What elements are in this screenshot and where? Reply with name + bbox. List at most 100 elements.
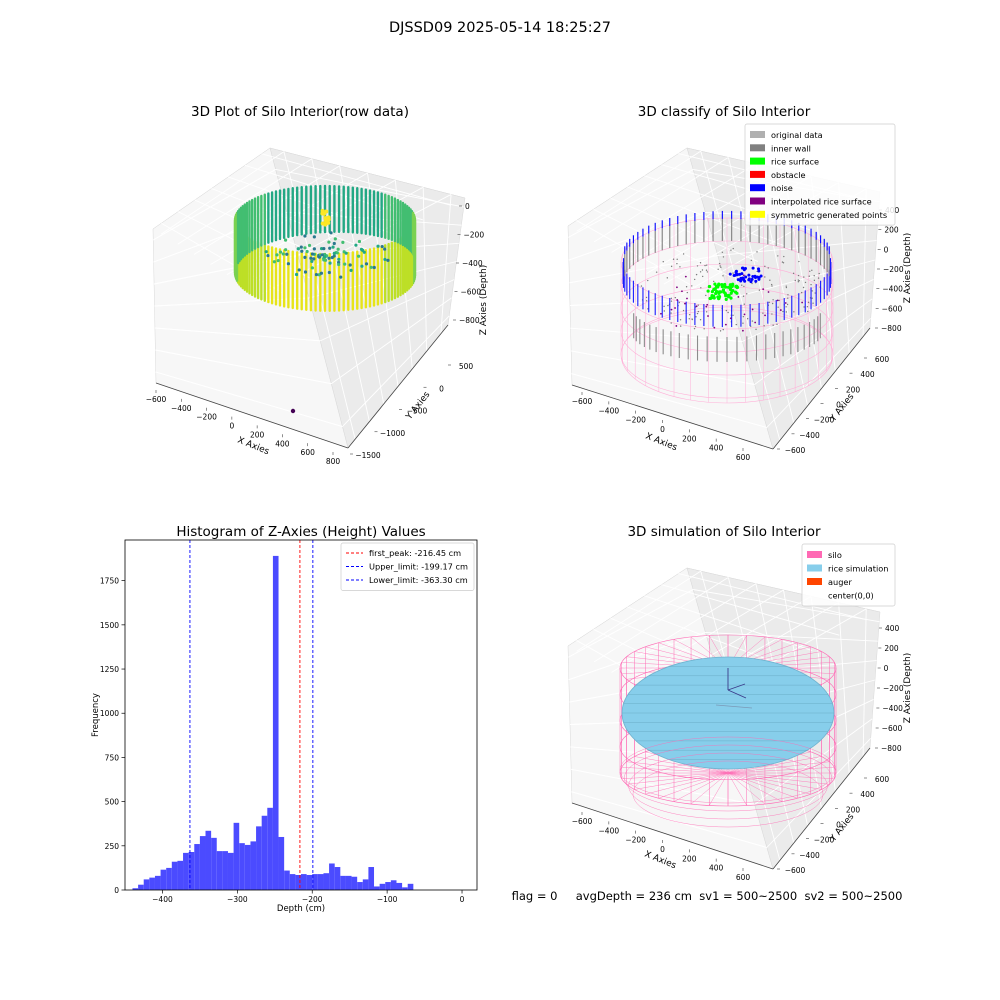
interpolated-point <box>706 303 709 306</box>
original-point <box>670 297 673 300</box>
noise-point <box>754 279 758 283</box>
tick-label: 0 <box>439 384 444 393</box>
original-point <box>679 325 682 327</box>
tick-label: 600 <box>301 448 316 457</box>
original-point <box>705 264 708 266</box>
original-point <box>713 280 715 283</box>
point <box>264 250 268 254</box>
tick-label: −500 <box>407 407 428 416</box>
histogram-bar <box>301 874 307 890</box>
legend-label: Lower_limit: -363.30 cm <box>369 575 468 585</box>
point <box>337 257 341 261</box>
interpolated-point <box>762 288 765 291</box>
classify-x-ticks: −600 −400 −200 0 200 400 600 <box>572 392 750 462</box>
histogram-bar <box>306 874 313 890</box>
original-point <box>697 310 700 313</box>
point <box>336 247 340 251</box>
histogram-bar <box>323 873 330 890</box>
noise-point <box>751 275 755 279</box>
y-tick-label: 500 <box>105 798 120 807</box>
tick-label: 600 <box>736 873 751 882</box>
point <box>383 247 387 251</box>
noise-point <box>734 270 738 274</box>
noise-point <box>753 276 757 280</box>
classify-legend: original data inner wall rice surface obsta… <box>744 123 896 226</box>
original-point <box>679 266 681 268</box>
noise-point <box>744 275 748 279</box>
interpolated-point <box>743 313 746 316</box>
original-point <box>804 281 807 284</box>
original-point <box>663 305 665 308</box>
point <box>330 255 334 260</box>
original-point <box>647 279 649 282</box>
interpolated-point <box>742 274 745 277</box>
original-point <box>811 290 813 292</box>
histogram-bar <box>272 555 279 890</box>
original-point <box>769 279 771 281</box>
legend-label: rice surface <box>771 157 819 167</box>
original-point <box>697 304 699 306</box>
original-point <box>742 295 745 297</box>
histogram-bar <box>334 867 341 890</box>
tick-label: 0 <box>229 422 234 431</box>
silo-wire-spoke <box>645 772 729 795</box>
simulation-legend: silo rice simulation auger center(0,0) <box>801 543 896 607</box>
point <box>310 252 315 256</box>
original-point <box>811 269 813 272</box>
interpolated-point <box>801 301 804 304</box>
z-axis-line <box>772 327 871 450</box>
simulation-x-ticks: −600 −400 −200 0 200 400 600 <box>572 812 751 882</box>
point <box>335 251 339 255</box>
original-point <box>787 297 789 299</box>
silo-wire-spoke <box>727 772 835 779</box>
histogram-bar <box>233 822 240 890</box>
tick-label: −400 <box>882 704 903 713</box>
point <box>312 247 316 251</box>
original-point <box>803 276 805 278</box>
original-point <box>722 328 724 331</box>
rice-surface-point <box>721 288 726 292</box>
tick-label: −200 <box>883 265 904 274</box>
grid-line <box>569 255 718 284</box>
tick-label: −1500 <box>355 451 381 460</box>
noise-point <box>757 277 761 281</box>
silo-wire-ring <box>632 760 824 828</box>
point <box>266 253 270 258</box>
grid-line <box>568 632 706 681</box>
original-point <box>722 256 725 258</box>
classify-z-label: Z Axies (Depth) <box>903 233 913 304</box>
noise-point <box>743 266 747 270</box>
original-point <box>764 276 766 278</box>
tick-label: −200 <box>814 836 835 845</box>
tick-label: 400 <box>709 444 724 453</box>
original-point <box>674 296 677 299</box>
panel-histogram: Histogram of Z-Axies (Height) Values −40… <box>91 524 478 914</box>
noise-point <box>759 274 763 278</box>
original-point <box>720 266 722 269</box>
interpolated-point <box>784 302 787 304</box>
raw-data-y-ticks: −1500 −1000 −500 0 500 <box>350 362 473 460</box>
tick-label: 400 <box>860 370 875 379</box>
original-point <box>758 289 761 291</box>
grid-line <box>766 737 872 848</box>
point <box>332 241 336 246</box>
point <box>305 249 309 254</box>
grid-line <box>571 768 755 805</box>
original-point <box>699 319 702 321</box>
original-point <box>705 269 708 271</box>
point <box>324 209 329 214</box>
classify-y-label: Y Axies <box>828 392 857 425</box>
point <box>386 258 390 262</box>
histogram-bar <box>385 882 391 890</box>
original-point <box>703 328 705 330</box>
point <box>296 247 300 251</box>
silo-wire-ring <box>628 752 828 820</box>
legend-swatch <box>807 551 822 558</box>
y-tick-label: 250 <box>105 842 120 851</box>
x-tick-label: −400 <box>152 895 173 904</box>
histogram-title: Histogram of Z-Axies (Height) Values <box>176 524 425 540</box>
y-tick-label: 1000 <box>100 709 119 718</box>
histogram-bar <box>317 874 324 890</box>
grid-line <box>342 315 450 427</box>
histogram-bar <box>351 876 358 890</box>
